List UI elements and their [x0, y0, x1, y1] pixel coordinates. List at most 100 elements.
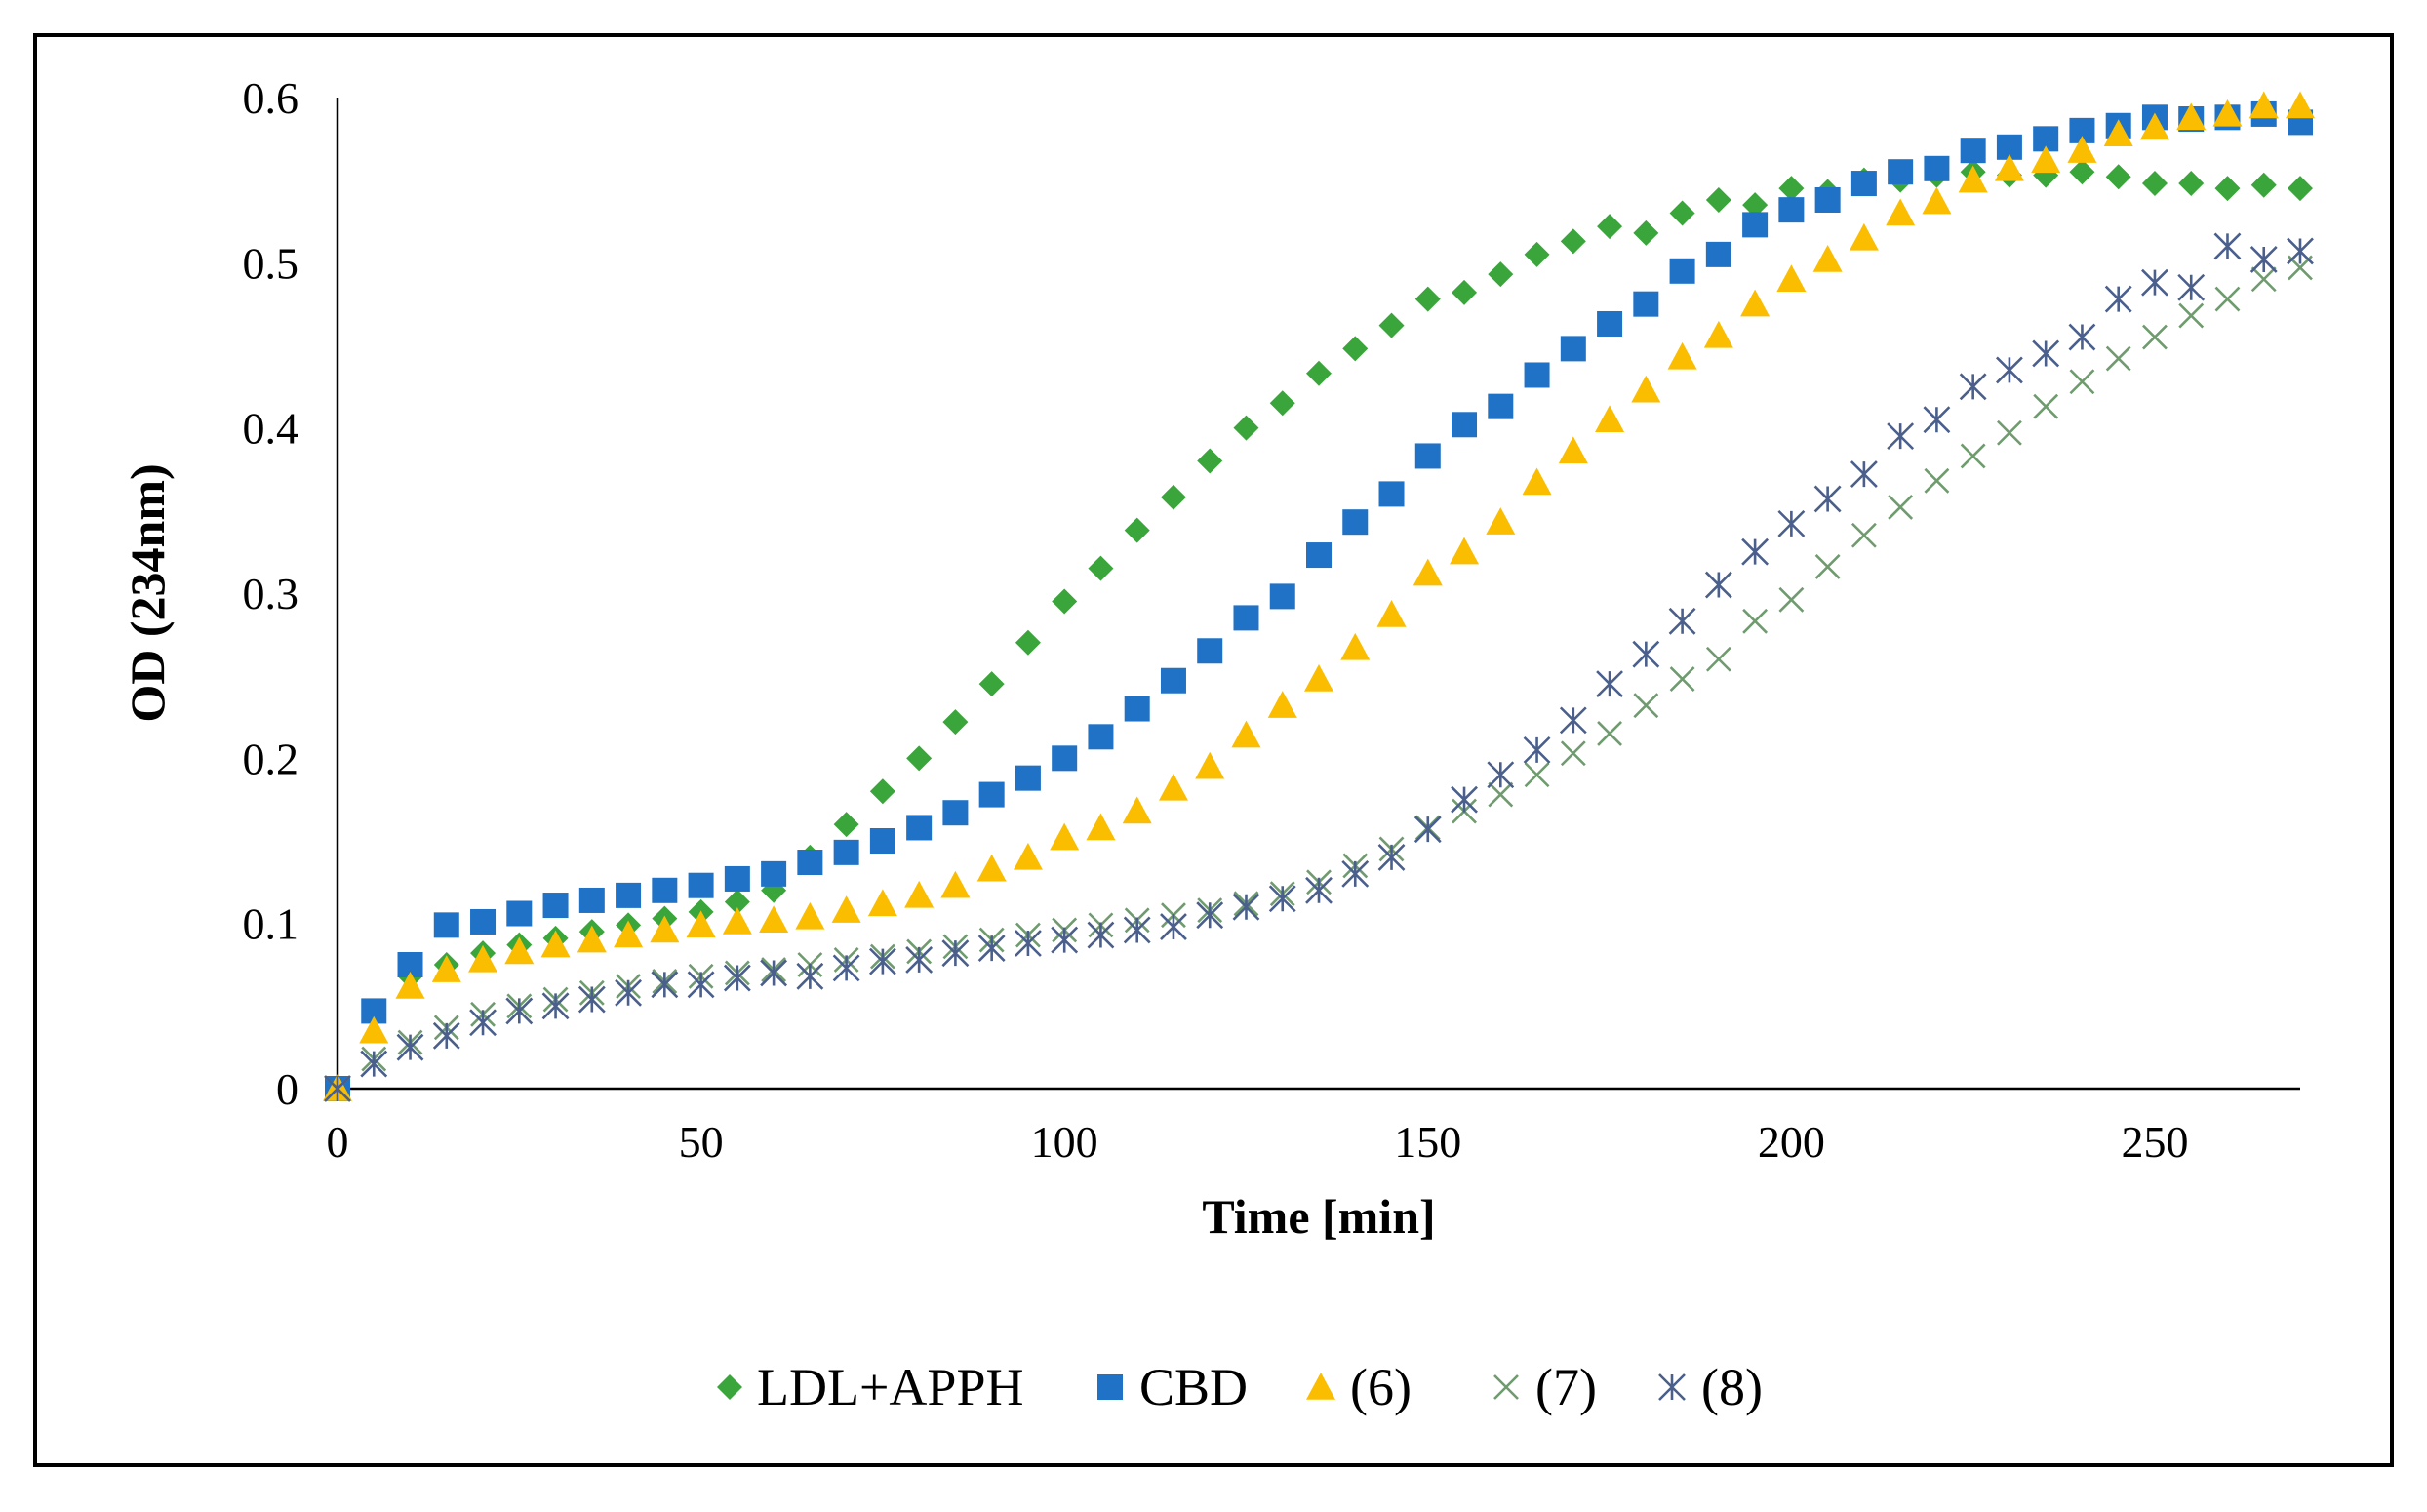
data-point — [577, 925, 607, 953]
data-point — [1524, 241, 1550, 267]
chart-svg: 0 0.1 0.2 0.3 0.4 0.5 0.6 0 50 100 150 200 250 OD (… — [120, 73, 2315, 1416]
data-point — [1740, 289, 1771, 317]
data-point — [1704, 571, 1732, 599]
data-point — [1524, 362, 1550, 388]
data-point — [359, 1015, 389, 1044]
y-tick-label: 0 — [276, 1064, 298, 1114]
data-point — [2250, 172, 2277, 198]
data-point — [432, 1021, 460, 1050]
data-point — [1922, 186, 1952, 215]
data-point — [541, 992, 570, 1020]
legend-label: (7) — [1535, 1358, 1597, 1416]
data-point — [1813, 485, 1842, 513]
data-point — [2067, 136, 2097, 163]
data-point — [1197, 448, 1223, 474]
data-point — [686, 910, 716, 938]
data-point — [1560, 336, 1586, 362]
x-axis-title: Time [min] — [1202, 1189, 1435, 1244]
data-point — [1886, 198, 1916, 226]
data-point — [540, 930, 571, 958]
data-point — [431, 955, 461, 982]
data-point — [1996, 356, 2023, 384]
data-point — [1451, 785, 1478, 814]
data-point — [1376, 600, 1407, 627]
data-point — [1778, 176, 1805, 202]
x-tick-label: 200 — [1758, 1117, 1825, 1167]
data-point — [1924, 155, 1950, 181]
data-point — [1197, 638, 1223, 664]
y-axis-title: OD (234nm) — [120, 463, 175, 722]
data-point — [1015, 930, 1042, 957]
data-point — [1414, 443, 1441, 469]
data-point — [940, 870, 971, 898]
data-point — [1960, 443, 1986, 469]
data-point — [469, 1009, 497, 1037]
data-point — [2033, 393, 2059, 419]
data-point — [1304, 664, 1333, 692]
data-point — [942, 800, 969, 826]
data-point — [722, 906, 752, 935]
data-point — [433, 912, 459, 938]
data-point — [1487, 761, 1515, 789]
data-point — [1850, 171, 1877, 197]
data-point — [2141, 268, 2168, 297]
data-point — [942, 709, 969, 736]
data-point — [978, 781, 1005, 808]
data-point — [2178, 302, 2205, 329]
data-point — [1887, 422, 1915, 451]
data-point — [1015, 629, 1041, 656]
data-point — [1051, 926, 1079, 954]
data-point — [614, 920, 644, 948]
data-point — [1088, 555, 1114, 581]
data-point — [2104, 285, 2132, 313]
data-point — [1269, 583, 1295, 610]
data-point — [1378, 312, 1405, 338]
data-point — [1377, 844, 1406, 871]
series-ldl-apph — [325, 159, 2313, 1101]
data-point — [1669, 258, 1695, 284]
data-point — [1633, 291, 1659, 317]
data-point — [1850, 522, 1877, 548]
data-point — [724, 889, 750, 915]
data-point — [1088, 724, 1114, 750]
data-point — [1778, 586, 1805, 613]
data-point — [1558, 436, 1588, 464]
legend-item: (7) — [1493, 1358, 1597, 1416]
data-point — [759, 905, 789, 934]
data-point — [1124, 517, 1150, 543]
data-point — [2105, 345, 2131, 372]
data-point — [470, 908, 497, 935]
legend-marker — [1306, 1373, 1335, 1400]
data-point — [506, 900, 533, 927]
data-point — [1994, 153, 2024, 181]
data-point — [1958, 165, 1988, 193]
data-point — [652, 877, 678, 903]
data-point — [1414, 286, 1441, 312]
data-point — [1560, 228, 1586, 255]
data-point — [1667, 341, 1697, 370]
data-point — [324, 1075, 351, 1102]
data-point — [395, 972, 425, 999]
data-point — [1596, 670, 1623, 698]
data-point — [1488, 781, 1514, 808]
data-point — [468, 944, 498, 973]
data-point — [1814, 186, 1841, 213]
data-point — [2214, 286, 2241, 312]
data-point — [1705, 186, 1731, 213]
data-point — [1705, 241, 1731, 267]
legend: LDL+APPH CBD (6) (7) (8) — [717, 1358, 1763, 1416]
data-point — [1888, 495, 1914, 520]
legend-marker — [1097, 1374, 1123, 1400]
data-point — [1741, 537, 1770, 566]
data-point — [869, 778, 895, 805]
data-point — [1703, 320, 1733, 348]
data-point — [1160, 667, 1186, 694]
data-point — [1560, 740, 1586, 767]
series-8 — [324, 232, 2314, 1102]
axes — [336, 98, 2300, 1091]
data-point — [941, 939, 970, 968]
data-point — [1340, 632, 1371, 660]
data-point — [1632, 640, 1660, 668]
y-tick-label: 0.6 — [243, 73, 299, 123]
data-point — [2286, 91, 2315, 119]
